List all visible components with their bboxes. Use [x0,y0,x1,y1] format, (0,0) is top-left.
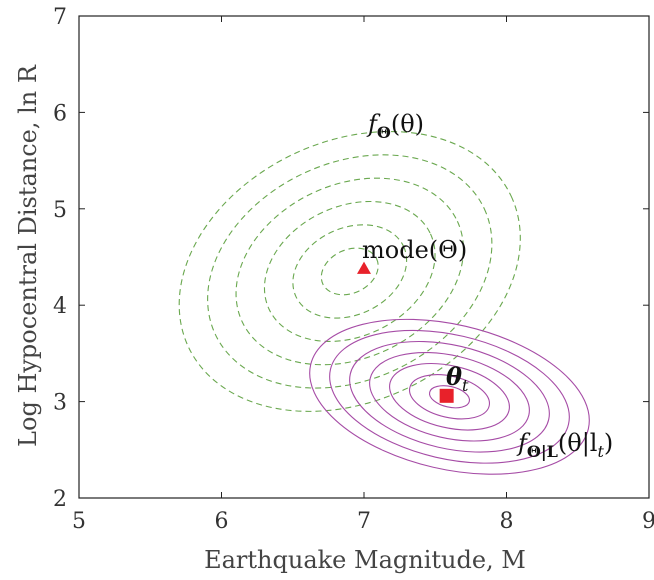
mode-label: mode(Θ) [362,236,467,264]
posterior-contour [349,340,550,453]
x-tick-label: 7 [357,509,371,534]
prior-contour [235,177,464,366]
y-tick-label: 4 [53,294,67,319]
y-tick-label: 6 [53,101,67,126]
mode-triangle-marker [357,261,371,274]
y-tick-label: 7 [53,5,67,30]
x-tick-label: 5 [72,509,86,534]
posterior-density-label: fΘ|L(θ|lt) [516,429,613,461]
contour-lines [178,130,590,475]
posterior-contour [409,374,490,420]
theta-t-square-marker [439,388,454,403]
prior-contour [207,154,493,389]
x-tick-label: 8 [500,509,514,534]
markers [357,261,454,403]
posterior-contour [369,352,530,442]
posterior-contour [329,329,570,464]
prior-density-label: fΘ(θ) [366,110,424,142]
prior-contour [320,247,379,296]
prior-contour [263,200,436,342]
axis-ticks [78,15,650,499]
x-tick-label: 9 [642,509,654,534]
y-tick-label: 3 [53,391,67,416]
posterior-contour [389,363,510,431]
y-tick-label: 2 [53,487,67,512]
x-tick-label: 6 [215,509,229,534]
x-axis-label: Earthquake Magnitude, M [204,546,526,574]
posterior-contour [428,385,471,409]
prior-contour [292,224,408,319]
theta-t-label: θt [446,362,469,395]
y-tick-label: 5 [53,198,67,223]
tick-labels: 5 6 7 8 9 2 3 4 5 6 7 [53,5,654,534]
y-axis-label: Log Hypocentral Distance, ln R [14,64,42,447]
prior-contour [178,130,521,412]
posterior-contour [309,318,590,475]
